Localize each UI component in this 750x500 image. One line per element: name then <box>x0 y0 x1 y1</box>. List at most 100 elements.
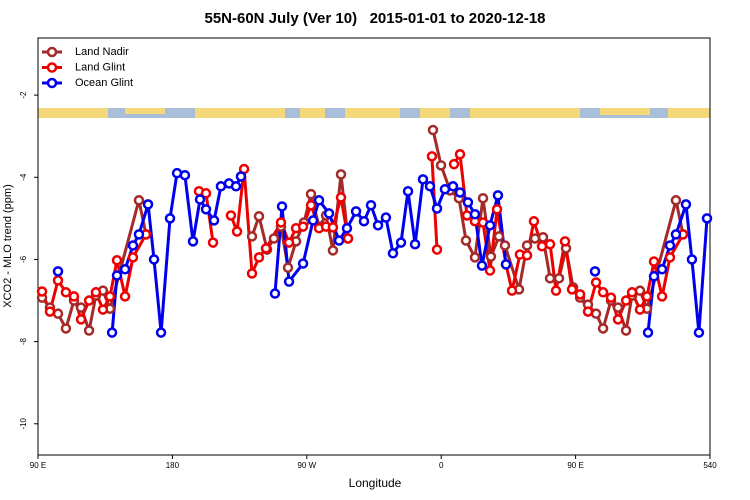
point <box>83 295 95 306</box>
point <box>60 287 72 298</box>
point <box>90 287 102 298</box>
point <box>119 264 131 275</box>
point <box>365 199 377 211</box>
point <box>395 237 407 248</box>
point <box>60 323 72 334</box>
point <box>246 231 258 242</box>
point <box>612 314 624 325</box>
point <box>597 323 609 334</box>
point <box>670 195 682 206</box>
point <box>305 199 317 211</box>
point <box>693 327 705 338</box>
point <box>460 235 472 246</box>
point <box>380 212 392 223</box>
point <box>323 208 335 219</box>
point <box>215 181 227 192</box>
point <box>435 160 447 171</box>
point <box>499 240 511 251</box>
x-tick-label: 90 E <box>30 461 46 470</box>
plot-frame <box>37 37 711 456</box>
point <box>268 233 280 244</box>
point <box>409 238 421 250</box>
point <box>485 251 497 262</box>
y-axis-label: XCO2 - MLO trend (ppm) <box>2 184 14 307</box>
point <box>492 190 504 201</box>
point <box>283 276 295 287</box>
point <box>142 199 154 210</box>
point <box>297 221 309 232</box>
point <box>246 268 258 279</box>
point <box>297 258 309 269</box>
y-tick-label: -4 <box>19 173 28 181</box>
x-tick-label: 540 <box>703 461 717 470</box>
point <box>52 308 64 319</box>
point <box>641 291 653 302</box>
point <box>335 192 347 203</box>
point <box>612 302 624 313</box>
point <box>127 240 139 251</box>
point <box>620 325 632 336</box>
point <box>372 220 384 231</box>
point <box>454 187 466 198</box>
point <box>200 204 212 215</box>
point <box>327 222 339 233</box>
point <box>427 124 439 136</box>
point <box>528 215 540 227</box>
point <box>582 306 594 317</box>
point <box>553 273 565 284</box>
point <box>127 252 139 263</box>
point <box>521 240 533 251</box>
point <box>313 195 325 206</box>
point <box>260 243 272 254</box>
point <box>462 197 474 208</box>
point <box>333 235 345 246</box>
point <box>187 236 199 247</box>
point <box>544 238 556 250</box>
point <box>670 229 682 240</box>
point <box>566 284 578 295</box>
point <box>97 304 109 315</box>
point <box>431 244 443 255</box>
point <box>664 240 676 251</box>
point <box>111 270 123 281</box>
point <box>469 208 481 220</box>
point <box>648 271 660 282</box>
point <box>439 183 451 195</box>
point <box>491 204 503 215</box>
point <box>208 215 220 226</box>
legend-marker <box>46 46 58 58</box>
x-tick-label: 90 W <box>297 461 316 470</box>
legend-label: Land Glint <box>75 61 125 73</box>
point <box>104 291 116 302</box>
point <box>484 265 496 276</box>
point <box>648 256 660 267</box>
point <box>493 231 505 242</box>
point <box>590 308 602 319</box>
point <box>431 203 443 214</box>
point <box>544 273 556 284</box>
point <box>521 250 533 261</box>
point <box>506 285 518 296</box>
legend-label: Land Nadir <box>75 46 129 58</box>
point <box>133 229 145 240</box>
point <box>207 237 219 248</box>
point <box>235 171 247 182</box>
point <box>253 211 265 222</box>
point <box>52 266 64 277</box>
point <box>597 287 609 298</box>
point <box>225 210 237 221</box>
point <box>605 292 617 303</box>
point <box>75 302 87 313</box>
point <box>626 287 638 298</box>
point <box>448 158 460 170</box>
point <box>75 314 87 325</box>
point <box>447 181 459 192</box>
point <box>537 232 549 243</box>
point <box>44 306 56 317</box>
point <box>305 188 317 200</box>
point <box>529 233 541 244</box>
y-tick-label: -6 <box>19 255 28 263</box>
point <box>342 233 354 244</box>
point <box>426 151 438 162</box>
